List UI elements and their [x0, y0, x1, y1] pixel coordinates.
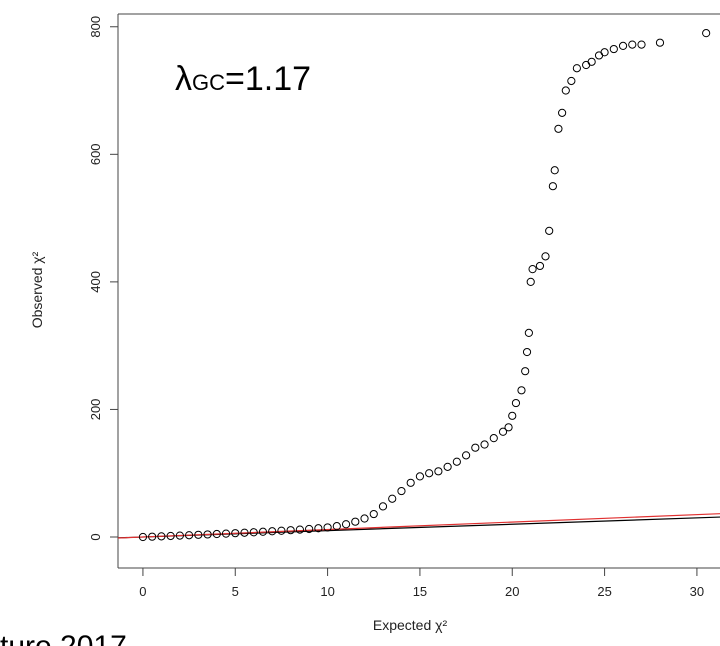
point: [240, 528, 249, 537]
point: [561, 86, 570, 95]
y-tick-label: 600: [88, 143, 103, 165]
annotation-subscript: GC: [192, 70, 225, 95]
x-axis-label: Expected χ²: [373, 617, 448, 633]
point: [323, 523, 332, 532]
point: [541, 252, 550, 261]
annotation: λGC=1.17: [175, 60, 311, 98]
point: [572, 64, 581, 73]
point: [489, 434, 498, 443]
point: [286, 526, 295, 535]
point: [425, 469, 434, 478]
point: [522, 347, 532, 357]
point: [184, 531, 194, 540]
point: [618, 41, 628, 50]
point: [498, 427, 508, 436]
point: [521, 367, 530, 376]
point: [249, 528, 258, 537]
point: [148, 532, 157, 541]
point: [558, 108, 567, 117]
point: [258, 527, 268, 536]
x-tick-label: 0: [139, 584, 146, 599]
x-tick-label: 5: [232, 584, 239, 599]
point: [212, 529, 221, 539]
point: [545, 226, 554, 235]
x-tick-label: 20: [505, 584, 519, 599]
point: [406, 478, 415, 487]
point: [594, 51, 604, 60]
point: [637, 40, 646, 49]
point: [567, 76, 576, 86]
reference-line: [117, 513, 720, 539]
point: [582, 60, 591, 70]
point: [528, 265, 537, 274]
point: [332, 522, 341, 531]
point: [443, 462, 452, 471]
point: [609, 44, 618, 54]
point: [221, 529, 231, 538]
point: [471, 443, 480, 452]
source-note: ture 2017: [0, 630, 127, 646]
point: [655, 38, 665, 47]
point: [166, 531, 175, 541]
point: [434, 467, 443, 476]
x-tick-label: 10: [320, 584, 334, 599]
point: [397, 486, 406, 496]
point: [231, 529, 240, 538]
point: [554, 124, 563, 133]
annotation-text: =1.17: [225, 60, 311, 98]
point: [587, 57, 596, 66]
point: [157, 532, 166, 541]
point: [415, 472, 425, 481]
point: [388, 494, 397, 503]
point: [378, 502, 388, 511]
y-tick-label: 800: [88, 16, 103, 38]
point: [175, 531, 184, 540]
point: [194, 530, 203, 539]
point: [524, 328, 533, 338]
x-tick-label: 30: [690, 584, 704, 599]
x-tick-label: 25: [597, 584, 611, 599]
point: [480, 440, 489, 449]
y-tick-label: 200: [88, 399, 103, 421]
point: [138, 532, 148, 542]
point: [277, 526, 286, 535]
annotation-symbol: λ: [175, 60, 192, 98]
y-tick-label: 400: [88, 271, 103, 293]
point: [526, 277, 535, 286]
point: [360, 514, 369, 523]
point: [550, 166, 559, 175]
point: [268, 527, 277, 536]
point: [452, 457, 461, 466]
point: [628, 40, 637, 49]
point: [517, 386, 526, 395]
point: [295, 525, 304, 534]
point: [203, 530, 212, 539]
point: [341, 520, 351, 529]
point: [508, 411, 517, 420]
point: [461, 451, 471, 460]
point: [305, 524, 314, 534]
point: [351, 517, 360, 526]
point: [369, 509, 378, 519]
point: [314, 524, 323, 533]
point: [548, 182, 557, 191]
point: [511, 398, 521, 408]
y-axis-label: Observed χ²: [29, 251, 45, 328]
point: [600, 48, 609, 57]
point: [702, 29, 711, 38]
y-tick-label: 0: [88, 533, 103, 540]
point: [535, 261, 545, 271]
x-tick-label: 15: [413, 584, 427, 599]
point: [504, 423, 513, 432]
